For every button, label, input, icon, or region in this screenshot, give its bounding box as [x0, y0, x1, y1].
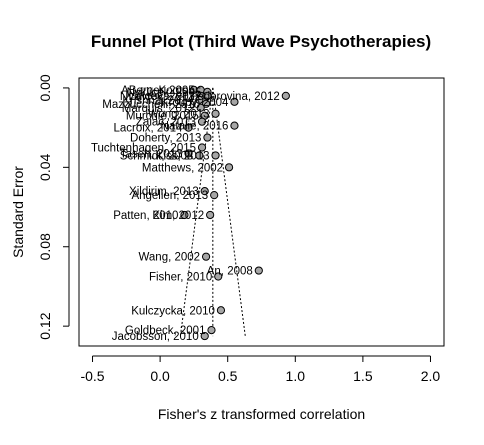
- study-label: Natalie, 2016: [161, 121, 229, 133]
- data-point: [203, 133, 212, 142]
- x-tick-label: 1.5: [353, 368, 373, 384]
- y-tick-label: 0.04: [37, 153, 53, 180]
- study-label: Mazzucchelli, 2010: [102, 99, 200, 111]
- data-point: [230, 97, 239, 106]
- x-tick-label: 0.5: [218, 368, 238, 384]
- study-label: Patten, 2010: [113, 210, 178, 222]
- study-label: Jacobsson, 2010: [112, 331, 199, 343]
- data-point: [196, 103, 205, 112]
- funnel-left-line: [179, 87, 214, 337]
- y-axis-title: Standard Error: [10, 166, 26, 258]
- x-axis-title: Fisher's z transformed correlation: [158, 406, 365, 422]
- data-point: [195, 151, 204, 160]
- study-label: Zaiac, 2013: [136, 117, 196, 129]
- data-point: [206, 210, 215, 220]
- y-tick-label: 0.00: [37, 74, 53, 101]
- study-label: Wong, 2013: [148, 109, 210, 121]
- data-point: [216, 306, 226, 315]
- study-label: Lacroix, 2014: [113, 123, 183, 135]
- study-label: Doherty, 2013: [130, 133, 201, 145]
- study-label: Fedorovina, 2012: [190, 91, 280, 103]
- study-label: Nyklicek, 2005: [127, 87, 202, 99]
- data-point: [197, 143, 207, 152]
- data-point: [201, 252, 211, 261]
- data-point: [211, 109, 220, 118]
- study-label: Schmidt, 2008: [120, 150, 194, 162]
- chart-title: Funnel Plot (Third Wave Psychotherapies): [91, 32, 431, 51]
- study-label: Kiss, 2013: [156, 150, 210, 162]
- data-point: [230, 121, 239, 130]
- study-label: Taseh, 2013: [120, 148, 183, 160]
- data-point: [184, 149, 193, 158]
- study-label: Angelien, 2013: [131, 190, 208, 202]
- study-label: Kroupy, 2004: [161, 97, 229, 109]
- data-point: [200, 331, 209, 341]
- x-tick-label: 2.0: [421, 368, 441, 384]
- y-tick-label: 0.12: [37, 312, 53, 339]
- study-label: Nyklicek, 2013: [120, 91, 195, 103]
- data-point: [184, 123, 193, 132]
- y-tick-label: 0.08: [37, 233, 53, 260]
- study-label: Wang, 2002: [138, 252, 200, 264]
- study-label: Matthews, 2002: [142, 162, 223, 174]
- data-point: [207, 326, 216, 335]
- points-layer: [180, 85, 290, 341]
- data-point: [211, 151, 220, 160]
- data-point: [195, 95, 204, 104]
- study-label: Koots: [158, 85, 188, 97]
- study-label: Xildirim, 2013: [129, 186, 199, 198]
- x-tick-label: 0.0: [150, 368, 170, 384]
- study-label: Marquis, 2012: [122, 103, 195, 115]
- study-label: Fisher, 2010: [149, 272, 212, 284]
- plot-area-frame: [78, 77, 445, 347]
- funnel-right-line: [212, 87, 246, 337]
- data-point: [214, 272, 223, 281]
- x-tick-label: 1.0: [286, 368, 306, 384]
- study-label: Kim, 2012: [152, 210, 204, 222]
- data-point: [281, 91, 290, 100]
- data-point: [197, 117, 207, 126]
- data-point: [203, 91, 212, 100]
- data-point: [200, 187, 209, 196]
- data-point: [210, 191, 219, 200]
- study-label: Murchie, 2015: [126, 111, 199, 123]
- x-tick-label: -0.5: [80, 368, 104, 384]
- study-label: ABerger, 2005: [121, 85, 195, 97]
- data-point: [254, 266, 263, 275]
- data-point: [224, 163, 234, 172]
- study-label: Krishna, 2014: [122, 95, 194, 107]
- data-point: [180, 210, 189, 220]
- study-label: Kulczycka, 2010: [131, 305, 215, 317]
- study-label: Lavrova, 2012: [129, 91, 202, 103]
- y-axis: 0.00 0.04 0.08 0.12: [37, 74, 70, 340]
- x-axis: -0.5 0.0 0.5 1.0 1.5 2.0: [80, 355, 441, 384]
- data-point: [201, 99, 211, 108]
- study-label: An, 2008: [207, 266, 253, 278]
- study-label: Goldbeck, 2001: [125, 325, 206, 337]
- study-label: Tuchtenhagen, 2015: [91, 142, 196, 154]
